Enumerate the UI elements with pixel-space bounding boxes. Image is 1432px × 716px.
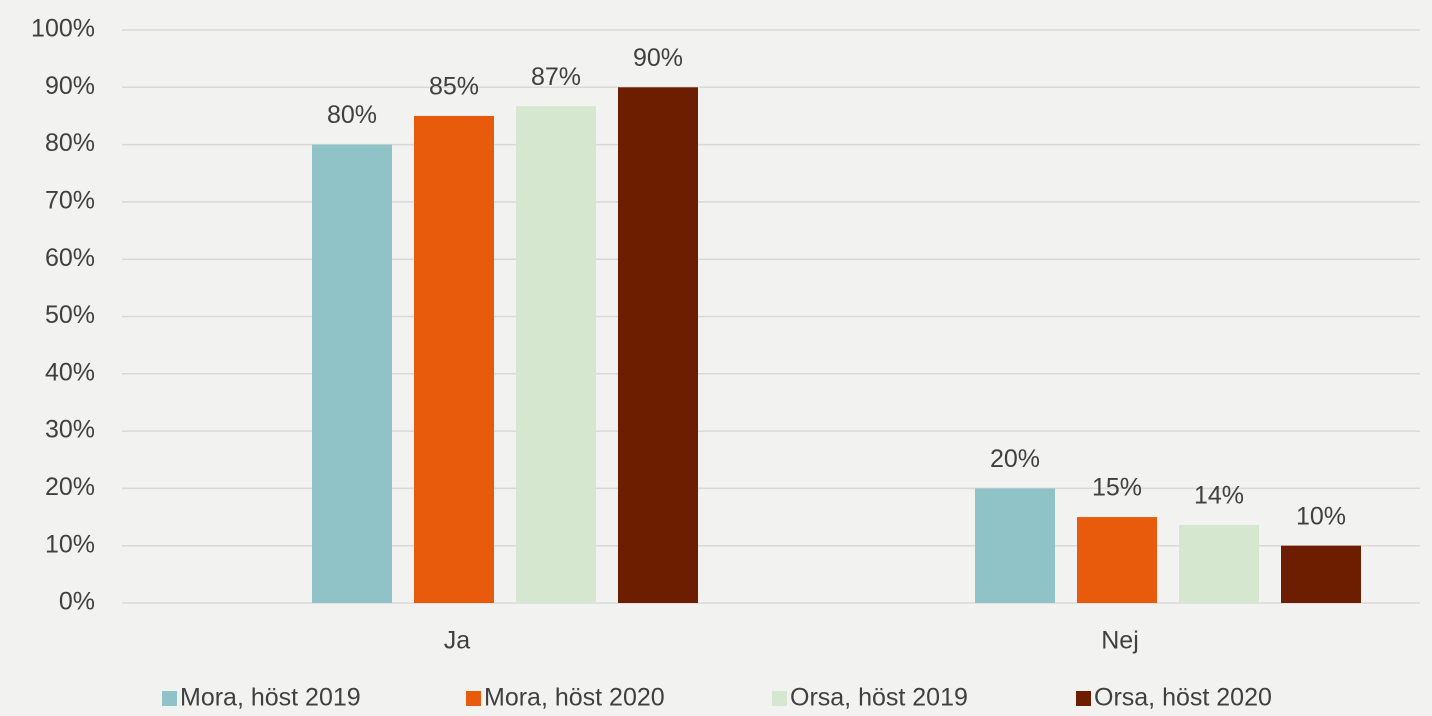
- legend-swatch: [1076, 691, 1091, 706]
- data-label: 90%: [633, 44, 683, 72]
- x-tick-label: Nej: [1101, 627, 1139, 655]
- y-tick-label: 70%: [45, 187, 95, 215]
- y-tick-label: 50%: [45, 301, 95, 329]
- data-label: 15%: [1092, 474, 1142, 502]
- legend-label: Orsa, höst 2020: [1094, 684, 1272, 712]
- y-tick-label: 20%: [45, 473, 95, 501]
- legend-swatch: [162, 691, 177, 706]
- bar: [1179, 525, 1259, 603]
- data-label: 14%: [1194, 482, 1244, 510]
- y-tick-label: 40%: [45, 358, 95, 386]
- bar: [975, 488, 1055, 603]
- data-label: 80%: [327, 101, 377, 129]
- legend-label: Mora, höst 2020: [484, 684, 665, 712]
- legend-label: Orsa, höst 2019: [790, 684, 968, 712]
- y-tick-label: 80%: [45, 129, 95, 157]
- legend-label: Mora, höst 2019: [180, 684, 361, 712]
- y-tick-label: 100%: [31, 15, 95, 43]
- data-label: 20%: [990, 445, 1040, 473]
- bar: [618, 87, 698, 604]
- legend-swatch: [772, 691, 787, 706]
- y-tick-label: 90%: [45, 72, 95, 100]
- legend-swatch: [466, 691, 481, 706]
- data-label: 10%: [1296, 502, 1346, 530]
- x-tick-label: Ja: [444, 627, 471, 655]
- data-label: 87%: [531, 63, 581, 91]
- y-tick-label: 30%: [45, 416, 95, 444]
- y-tick-label: 0%: [59, 588, 95, 616]
- y-tick-label: 10%: [45, 530, 95, 558]
- bar: [312, 144, 392, 603]
- data-label: 85%: [429, 73, 479, 101]
- bar: [516, 106, 596, 604]
- bar: [414, 115, 494, 603]
- y-tick-label: 60%: [45, 244, 95, 272]
- bar: [1281, 545, 1361, 603]
- bar: [1077, 517, 1157, 603]
